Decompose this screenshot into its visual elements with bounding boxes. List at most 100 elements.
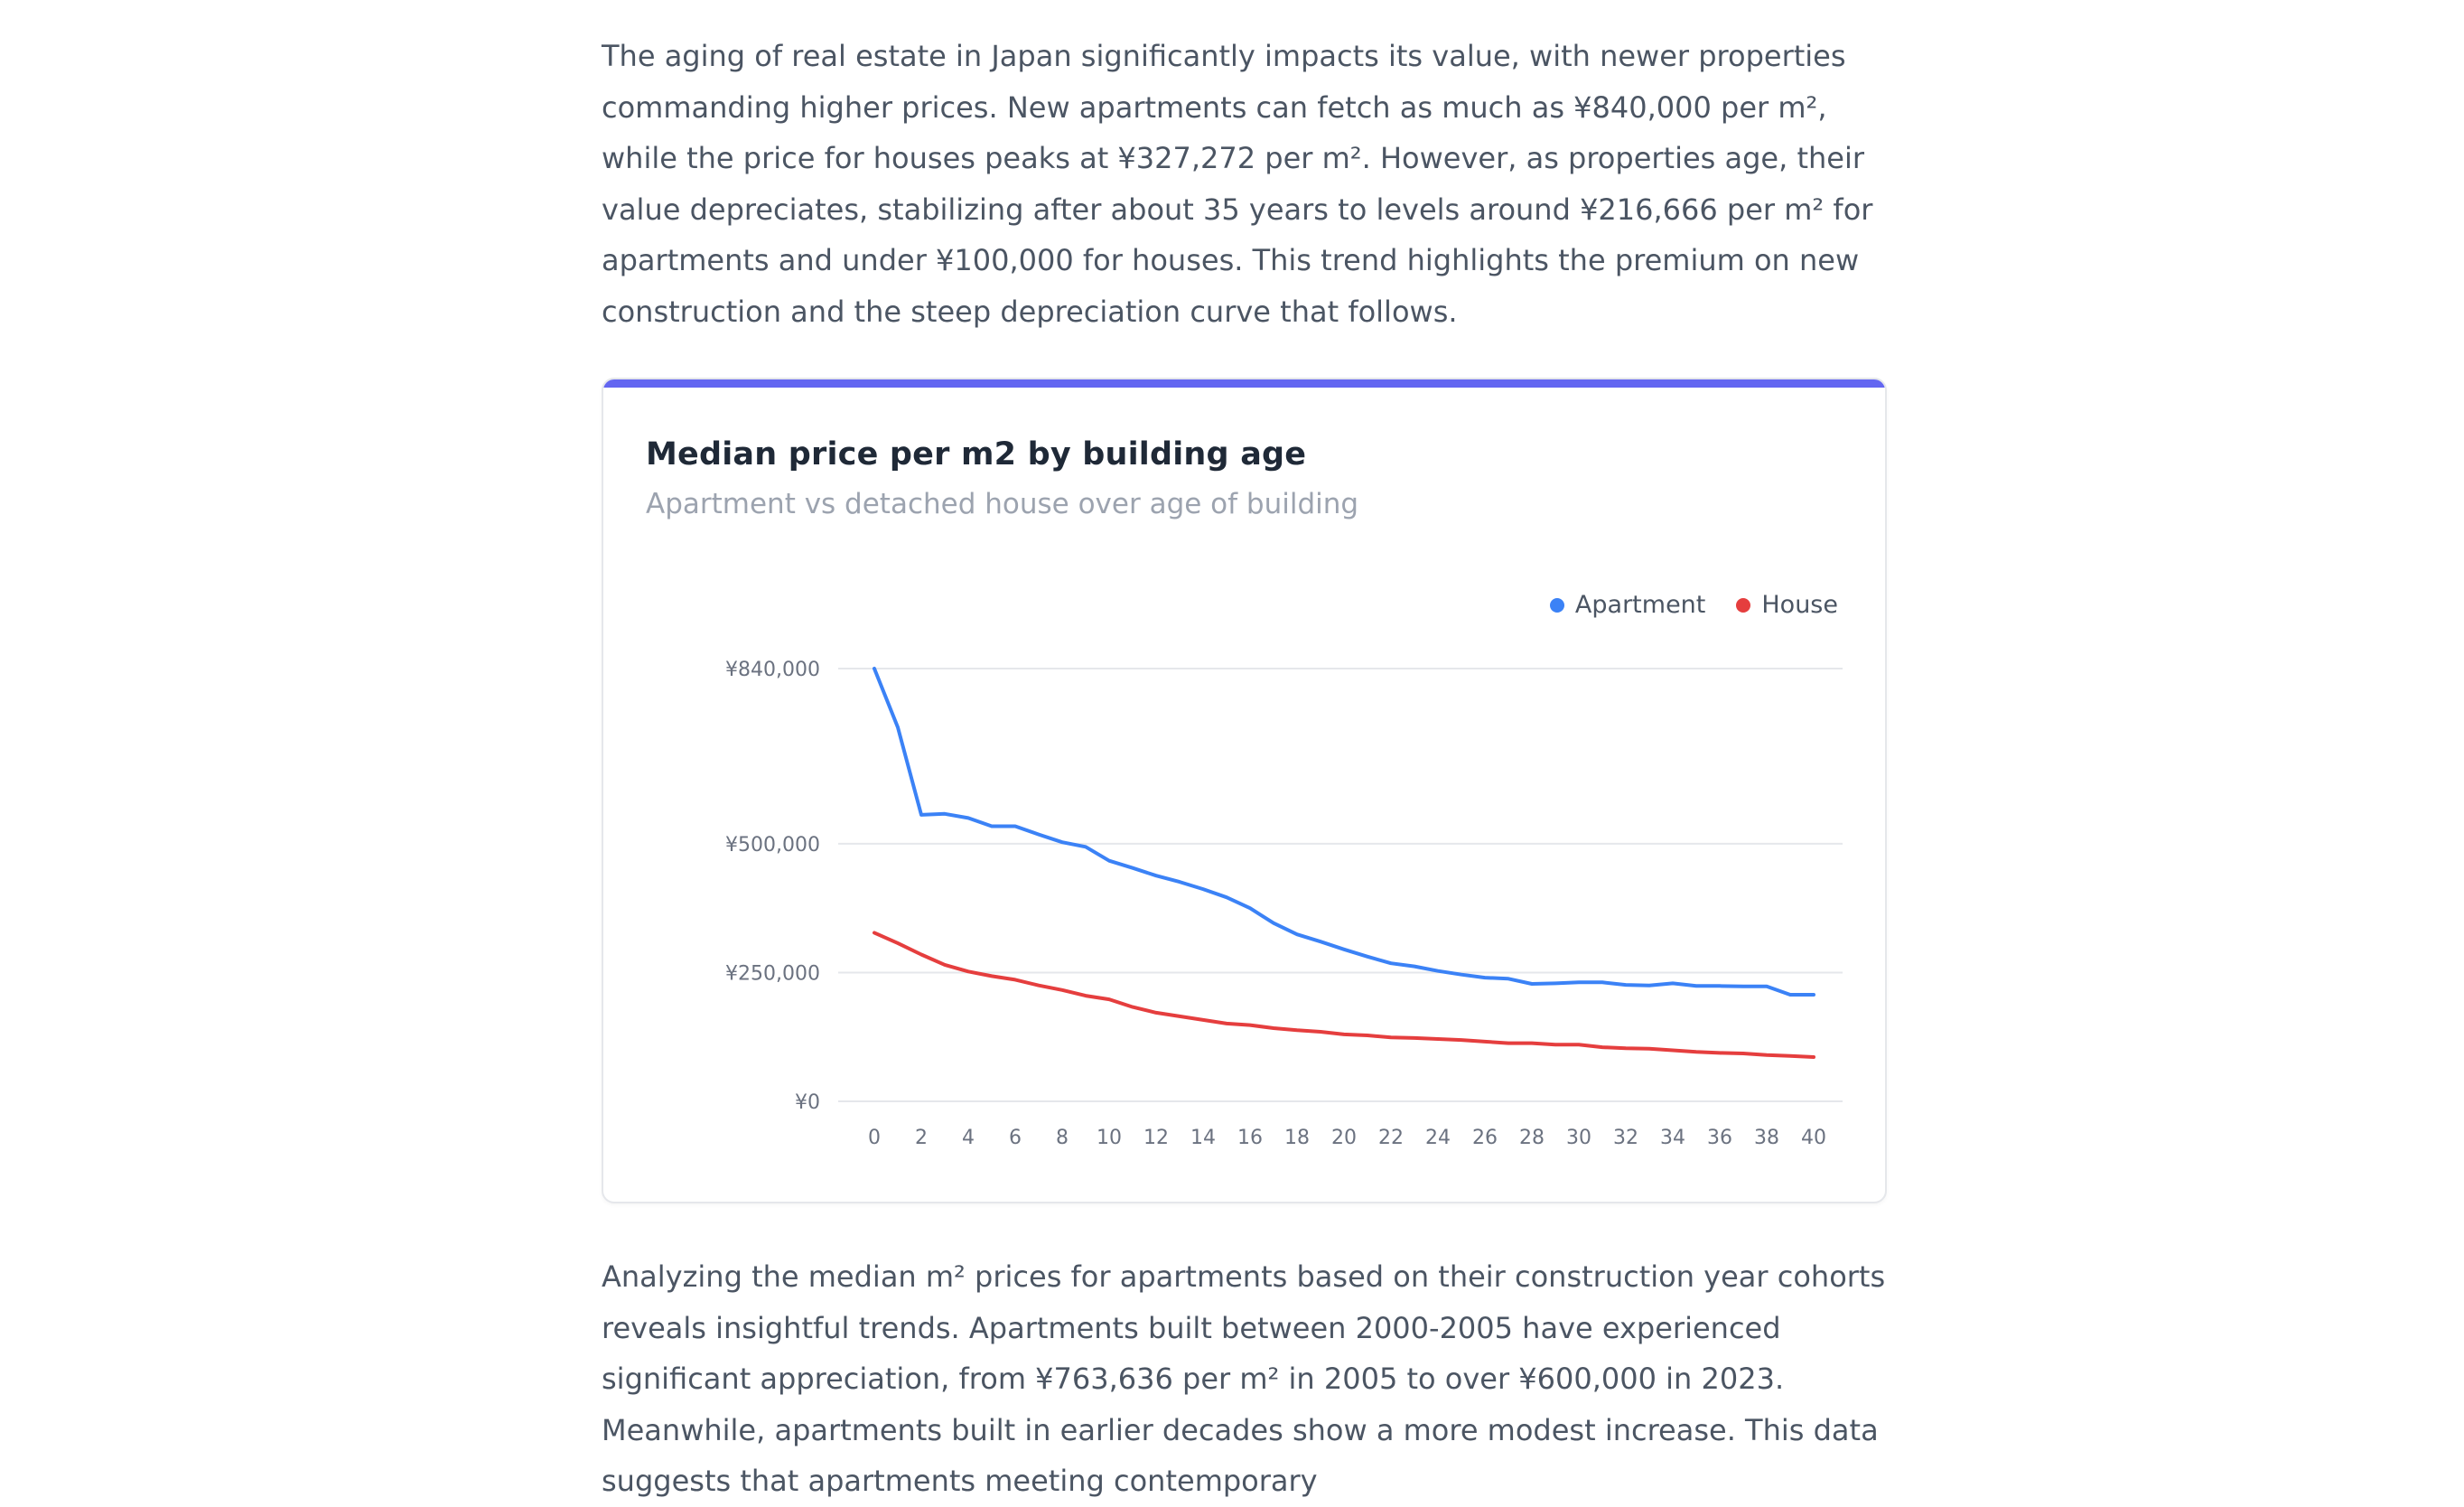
data-point-apartment[interactable] xyxy=(1104,856,1115,866)
data-point-apartment[interactable] xyxy=(1526,978,1537,989)
data-point-house[interactable] xyxy=(1808,1052,1819,1062)
data-point-apartment[interactable] xyxy=(1597,977,1608,988)
line-chart: ¥840,000¥500,000¥250,000¥00 2 4 6 8 10 12 14 16 1… xyxy=(725,659,1843,1149)
data-point-house[interactable] xyxy=(1667,1045,1678,1056)
x-tick-label: 36 xyxy=(1707,1127,1732,1149)
x-tick-label: 28 xyxy=(1519,1127,1545,1149)
data-point-apartment[interactable] xyxy=(1198,884,1209,894)
data-point-house[interactable] xyxy=(1362,1030,1373,1041)
data-point-apartment[interactable] xyxy=(1620,979,1631,990)
data-point-house[interactable] xyxy=(1550,1039,1561,1050)
data-point-house[interactable] xyxy=(1503,1038,1514,1049)
data-point-apartment[interactable] xyxy=(1151,870,1162,881)
data-point-house[interactable] xyxy=(916,950,927,960)
data-point-apartment[interactable] xyxy=(1808,989,1819,1000)
data-point-apartment[interactable] xyxy=(1761,981,1772,992)
chart-subtitle: Apartment vs detached house over age of … xyxy=(646,488,1359,520)
data-point-apartment[interactable] xyxy=(963,812,974,823)
data-point-apartment[interactable] xyxy=(1339,944,1349,955)
data-point-house[interactable] xyxy=(1386,1032,1396,1043)
data-point-apartment[interactable] xyxy=(1292,929,1302,940)
data-point-house[interactable] xyxy=(1151,1007,1162,1018)
data-point-house[interactable] xyxy=(1292,1025,1302,1035)
data-point-house[interactable] xyxy=(1479,1036,1490,1047)
data-point-apartment[interactable] xyxy=(1033,829,1044,840)
chart-card: Median price per m2 by building age Apar… xyxy=(602,378,1887,1203)
y-tick-label: ¥250,000 xyxy=(725,962,820,985)
data-point-apartment[interactable] xyxy=(1691,980,1702,991)
data-point-house[interactable] xyxy=(963,966,974,977)
data-point-house[interactable] xyxy=(986,970,997,981)
data-point-house[interactable] xyxy=(1245,1020,1255,1031)
data-point-apartment[interactable] xyxy=(1268,918,1279,929)
data-point-apartment[interactable] xyxy=(1080,841,1091,852)
data-point-apartment[interactable] xyxy=(916,810,927,820)
data-point-apartment[interactable] xyxy=(1714,980,1725,991)
legend-label: Apartment xyxy=(1574,591,1706,619)
data-point-house[interactable] xyxy=(1339,1029,1349,1040)
data-point-apartment[interactable] xyxy=(1573,977,1584,988)
data-point-house[interactable] xyxy=(1080,990,1091,1001)
data-point-house[interactable] xyxy=(1714,1047,1725,1058)
data-point-house[interactable] xyxy=(1010,974,1021,985)
data-point-apartment[interactable] xyxy=(1479,972,1490,983)
data-point-house[interactable] xyxy=(1315,1026,1326,1037)
data-point-apartment[interactable] xyxy=(939,809,950,819)
data-point-apartment[interactable] xyxy=(1503,973,1514,984)
data-point-house[interactable] xyxy=(1198,1015,1209,1025)
followup-paragraph: Analyzing the median m² prices for apart… xyxy=(602,1259,1886,1498)
x-tick-label: 40 xyxy=(1801,1127,1826,1149)
data-point-house[interactable] xyxy=(1127,1002,1138,1013)
data-point-apartment[interactable] xyxy=(1667,978,1678,988)
data-point-house[interactable] xyxy=(1033,980,1044,991)
data-point-apartment[interactable] xyxy=(1245,903,1255,913)
data-point-house[interactable] xyxy=(1691,1046,1702,1057)
data-point-house[interactable] xyxy=(1456,1034,1467,1045)
data-point-house[interactable] xyxy=(1221,1018,1232,1029)
data-point-house[interactable] xyxy=(869,927,880,938)
data-point-apartment[interactable] xyxy=(986,821,997,832)
data-point-house[interactable] xyxy=(1174,1011,1185,1022)
data-point-house[interactable] xyxy=(1433,1034,1443,1044)
data-point-house[interactable] xyxy=(1738,1048,1749,1059)
data-point-house[interactable] xyxy=(1597,1042,1608,1053)
data-point-apartment[interactable] xyxy=(1057,837,1068,847)
data-point-apartment[interactable] xyxy=(1550,978,1561,988)
data-point-apartment[interactable] xyxy=(869,663,880,674)
series-line-apartment[interactable] xyxy=(873,667,1815,997)
data-point-apartment[interactable] xyxy=(1010,821,1021,832)
data-point-house[interactable] xyxy=(892,938,903,949)
data-point-apartment[interactable] xyxy=(1433,966,1443,977)
series-line-house[interactable] xyxy=(873,931,1815,1059)
data-point-apartment[interactable] xyxy=(1174,876,1185,887)
data-point-house[interactable] xyxy=(1104,994,1115,1005)
data-point-house[interactable] xyxy=(939,959,950,970)
data-point-apartment[interactable] xyxy=(1785,989,1796,1000)
x-tick-label: 20 xyxy=(1331,1127,1357,1149)
data-point-house[interactable] xyxy=(1644,1044,1655,1054)
data-point-house[interactable] xyxy=(1785,1051,1796,1062)
legend-item-apartment[interactable]: Apartment xyxy=(1549,591,1706,619)
data-point-apartment[interactable] xyxy=(1738,981,1749,992)
data-point-house[interactable] xyxy=(1573,1039,1584,1050)
data-point-apartment[interactable] xyxy=(1409,961,1420,972)
data-point-house[interactable] xyxy=(1057,985,1068,996)
x-tick-label: 2 xyxy=(915,1127,928,1149)
data-point-apartment[interactable] xyxy=(1221,892,1232,903)
legend-item-house[interactable]: House xyxy=(1736,591,1838,619)
data-point-apartment[interactable] xyxy=(892,722,903,733)
x-tick-label: 26 xyxy=(1472,1127,1498,1149)
x-tick-label: 14 xyxy=(1190,1127,1216,1149)
y-tick-label: ¥0 xyxy=(795,1091,820,1114)
data-point-house[interactable] xyxy=(1620,1043,1631,1053)
data-point-house[interactable] xyxy=(1268,1023,1279,1034)
data-point-apartment[interactable] xyxy=(1644,980,1655,991)
data-point-apartment[interactable] xyxy=(1362,951,1373,962)
data-point-apartment[interactable] xyxy=(1386,958,1396,969)
data-point-apartment[interactable] xyxy=(1127,863,1138,874)
data-point-house[interactable] xyxy=(1409,1033,1420,1044)
data-point-house[interactable] xyxy=(1761,1050,1772,1061)
data-point-house[interactable] xyxy=(1526,1038,1537,1049)
data-point-apartment[interactable] xyxy=(1315,936,1326,947)
data-point-apartment[interactable] xyxy=(1456,969,1467,980)
